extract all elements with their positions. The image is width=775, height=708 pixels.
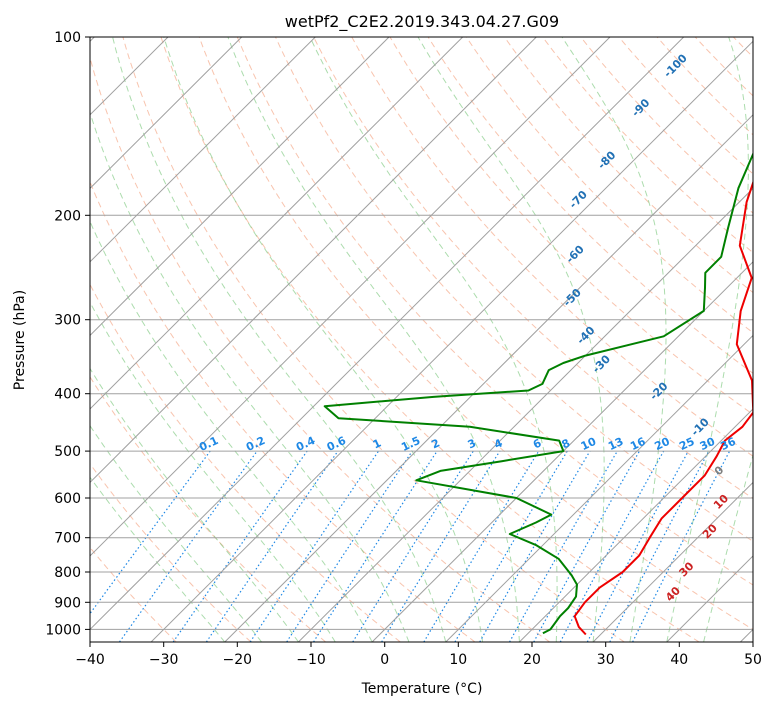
moist-adiabat <box>227 37 520 642</box>
y-axis: 100 200 300 400 500 600 700 800 900 1000 <box>45 30 90 638</box>
mixing-ratio-line <box>559 450 665 642</box>
moist-adiabat <box>417 37 605 642</box>
mixing-ratio-line <box>352 450 474 642</box>
isotherm-line <box>90 37 685 631</box>
dry-adiabat <box>275 37 753 542</box>
mixing-ratio-label: 13 <box>606 435 625 453</box>
dry-adiabat <box>90 375 326 642</box>
chart-title: wetPf2_C2E2.2019.343.04.27.G09 <box>285 12 559 32</box>
mixing-ratio-line <box>172 450 308 642</box>
x-tick-label: −30 <box>149 652 179 668</box>
x-axis: −40 −30 −20 −10 0 10 20 30 40 50 <box>75 642 762 668</box>
moist-adiabat <box>90 476 226 642</box>
moist-adiabat <box>112 37 447 642</box>
y-tick-label: 1000 <box>45 622 81 638</box>
x-tick-label: 20 <box>523 652 541 668</box>
x-tick-label: 10 <box>449 652 467 668</box>
isotherm-line <box>90 37 316 263</box>
dry-adiabat <box>503 37 753 294</box>
mixing-ratio-line <box>533 450 640 642</box>
x-tick-label: 0 <box>380 652 389 668</box>
moist-adiabat <box>309 37 558 642</box>
moist-adiabat <box>666 37 749 642</box>
isotherm-line <box>298 187 753 642</box>
isotherm-line <box>90 37 464 410</box>
y-axis-label: Pressure (hPa) <box>12 290 28 390</box>
background-lines <box>90 37 753 642</box>
temperature-line <box>573 179 753 636</box>
profile-lines <box>323 151 753 636</box>
isotherm-line <box>90 37 611 557</box>
mixing-ratio-line <box>508 450 618 642</box>
x-tick-label: −20 <box>223 652 253 668</box>
dry-adiabat <box>160 37 700 642</box>
moist-adiabat <box>163 37 484 642</box>
isotherm-line <box>445 334 753 642</box>
mixing-ratio-line <box>381 450 501 642</box>
y-tick-label: 400 <box>54 387 81 403</box>
isotherm-line <box>592 481 753 642</box>
y-tick-label: 600 <box>54 491 81 507</box>
isotherm-line <box>90 37 243 190</box>
x-tick-label: 30 <box>597 652 615 668</box>
mixing-ratio-line <box>632 450 731 642</box>
mixing-ratio-label: 36 <box>718 435 738 453</box>
mixing-ratio-label: 10 <box>579 435 599 453</box>
y-tick-label: 100 <box>54 30 81 46</box>
moist-adiabat <box>90 301 336 642</box>
x-tick-label: −40 <box>75 652 105 668</box>
moist-adiabat <box>561 37 667 642</box>
moist-adiabat <box>90 424 262 642</box>
mixing-ratio-line <box>90 450 211 615</box>
moist-adiabat <box>90 110 410 642</box>
x-axis-label: Temperature (°C) <box>361 681 483 697</box>
mixing-ratio-line <box>286 450 413 642</box>
x-tick-label: −10 <box>296 652 326 668</box>
dry-adiabat <box>90 462 252 642</box>
y-tick-label: 300 <box>54 313 81 329</box>
isotherm-line <box>150 40 753 642</box>
dry-adiabat <box>313 37 753 499</box>
y-tick-label: 900 <box>54 595 81 611</box>
dry-adiabat <box>236 37 753 586</box>
moist-adiabat <box>90 220 373 642</box>
mixing-ratio-label: 16 <box>628 435 648 453</box>
mixing-ratio-label: 30 <box>698 435 718 453</box>
x-tick-label: 50 <box>744 652 762 668</box>
y-tick-label: 500 <box>54 444 81 460</box>
gridlines <box>90 37 753 642</box>
isotherm-line <box>224 114 753 642</box>
mixing-ratio-line <box>119 450 258 642</box>
isotherm-line <box>90 37 537 484</box>
mixing-ratio-label: 25 <box>677 435 696 453</box>
mixing-ratio-line <box>249 450 380 642</box>
y-tick-label: 200 <box>54 208 81 224</box>
y-tick-label: 800 <box>54 565 81 581</box>
isotherm-line <box>371 261 753 642</box>
moist-adiabat <box>703 453 753 642</box>
x-tick-label: 40 <box>670 652 688 668</box>
dry-adiabat <box>122 37 625 642</box>
isotherm-line <box>519 408 753 642</box>
plot-frame <box>89 36 754 643</box>
y-tick-label: 700 <box>54 531 81 547</box>
isotherm-line <box>90 37 390 337</box>
mixing-ratio-line <box>205 450 339 642</box>
mixing-ratio-line <box>313 450 438 642</box>
dry-adiabat <box>90 55 550 642</box>
dry-adiabat <box>198 37 753 630</box>
dewpoint-line <box>323 151 753 635</box>
mixing-ratio-label: 20 <box>653 435 673 453</box>
